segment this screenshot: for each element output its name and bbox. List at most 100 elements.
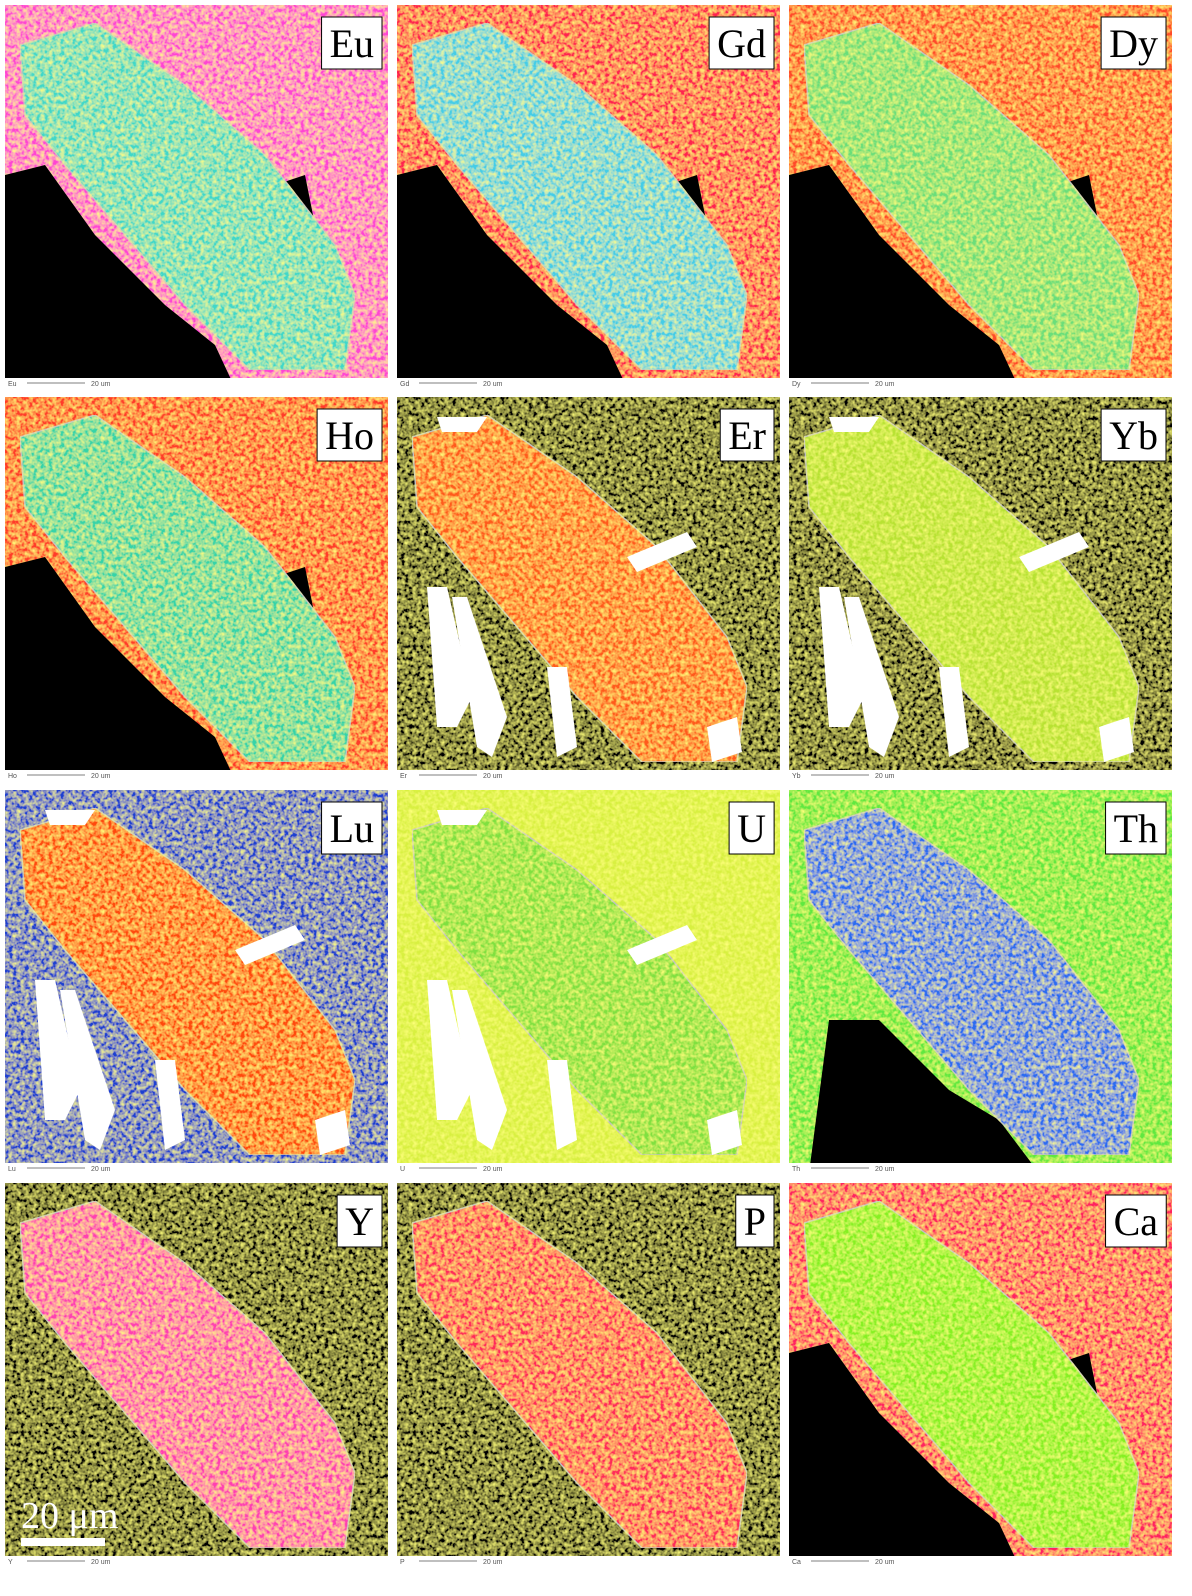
mineral-inclusion (627, 532, 697, 572)
map-panel: P P 20 um (397, 1183, 780, 1566)
map-panel: Er Er 20 um (397, 397, 780, 780)
mineral-inclusion (452, 597, 507, 757)
footer-scale: 20 um (875, 1166, 895, 1173)
scale-bar-label: 20 μm (21, 1495, 118, 1537)
empty-region (5, 165, 235, 388)
label-box (1100, 16, 1167, 70)
label-box (719, 408, 775, 462)
mineral-inclusion (437, 810, 487, 825)
footer-scale: 20 um (483, 773, 503, 780)
footer-label: Er (400, 773, 408, 780)
empty-region (789, 165, 1019, 388)
map-panel: Dy Dy 20 um (789, 5, 1172, 388)
element-label: Lu (330, 806, 374, 851)
footer-scale: 20 um (91, 1166, 111, 1173)
empty-region (397, 165, 627, 388)
footer-strip (397, 1163, 780, 1173)
scale-bar (21, 1538, 105, 1546)
map-panel: Eu Eu 20 um (5, 5, 388, 388)
footer-strip (5, 1163, 388, 1173)
element-label: Er (728, 413, 766, 458)
footer-label: Dy (792, 381, 801, 388)
grain (803, 22, 1140, 371)
mineral-inclusion (45, 810, 95, 825)
footer-scale: 20 um (483, 1559, 503, 1566)
element-label: Yb (1109, 413, 1158, 458)
element-label: Gd (717, 21, 766, 66)
mineral-inclusion (35, 980, 80, 1120)
grain (19, 22, 356, 371)
mineral-inclusion (707, 717, 742, 762)
mineral-inclusion (437, 417, 487, 432)
label-box (728, 801, 775, 855)
element-label: Th (1114, 806, 1158, 851)
footer-scale: 20 um (91, 1559, 111, 1566)
footer-label: P (400, 1559, 405, 1566)
mineral-inclusion (427, 587, 472, 727)
mineral-inclusion (547, 1060, 577, 1150)
grain (803, 414, 1140, 763)
mineral-inclusion (819, 587, 864, 727)
label-box (1105, 801, 1167, 855)
element-label: P (744, 1199, 766, 1244)
footer-label: Lu (8, 1166, 16, 1173)
mineral-inclusion (829, 417, 879, 432)
mineral-inclusion (844, 597, 899, 757)
mineral-inclusion (235, 925, 305, 965)
footer-scale: 20 um (483, 1166, 503, 1173)
footer-scale: 20 um (91, 381, 111, 388)
map-panel: Yb Yb 20 um (789, 397, 1172, 780)
grain (411, 1200, 748, 1549)
map-panel: Ca Ca 20 um (789, 1183, 1172, 1566)
footer-scale: 20 um (91, 773, 111, 780)
label-box (735, 1194, 775, 1248)
footer-label: Yb (792, 773, 801, 780)
footer-strip (789, 1163, 1172, 1173)
mineral-inclusion (939, 667, 969, 757)
mineral-inclusion (547, 667, 577, 757)
mineral-inclusion (1099, 717, 1134, 762)
label-box (321, 16, 383, 70)
footer-strip (789, 378, 1172, 388)
footer-scale: 20 um (875, 773, 895, 780)
mineral-inclusion (452, 990, 507, 1150)
footer-label: Y (8, 1559, 13, 1566)
element-label: Ca (1114, 1199, 1159, 1244)
label-box (1105, 1194, 1167, 1248)
grain (19, 807, 356, 1156)
mineral-inclusion (427, 980, 472, 1120)
empty-region (5, 557, 235, 780)
footer-scale: 20 um (875, 381, 895, 388)
empty-region (809, 1020, 1039, 1173)
map-panel: U U 20 um (397, 790, 780, 1173)
element-label: Y (345, 1199, 374, 1244)
mineral-inclusion (1019, 532, 1089, 572)
footer-strip (5, 1556, 388, 1566)
footer-scale: 20 um (483, 381, 503, 388)
mineral-inclusion (707, 1110, 742, 1155)
mineral-inclusion (627, 925, 697, 965)
footer-label: Gd (400, 381, 409, 388)
grain (411, 414, 748, 763)
footer-strip (397, 1556, 780, 1566)
footer-label: Eu (8, 381, 17, 388)
label-box (316, 408, 383, 462)
element-label: Ho (325, 413, 374, 458)
footer-label: Ca (792, 1559, 801, 1566)
grain (19, 1200, 356, 1549)
footer-strip (5, 378, 388, 388)
grain (19, 414, 356, 763)
element-label: Dy (1109, 21, 1158, 66)
label-box (1100, 408, 1167, 462)
footer-strip (397, 770, 780, 780)
map-panel: Ho Ho 20 um (5, 397, 388, 780)
map-panel: Lu Lu 20 um (5, 790, 388, 1173)
footer-label: Ho (8, 773, 17, 780)
map-panel: Gd Gd 20 um (397, 5, 780, 388)
footer-strip (397, 378, 780, 388)
grain (411, 22, 748, 371)
mineral-inclusion (155, 1060, 185, 1150)
grain (411, 807, 748, 1156)
mineral-inclusion (60, 990, 115, 1150)
